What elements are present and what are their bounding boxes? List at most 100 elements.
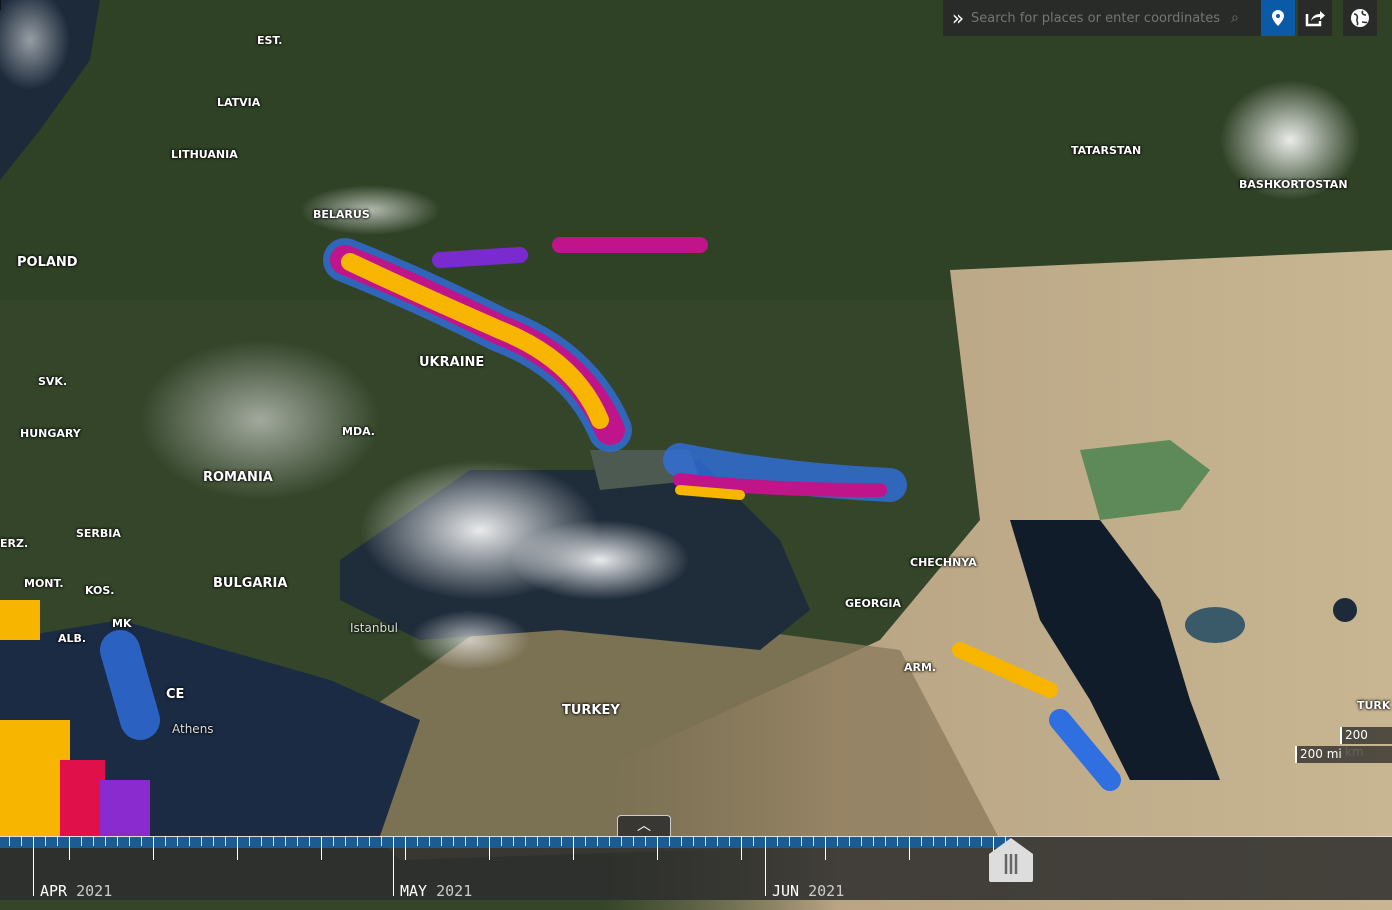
timeline-tick (345, 836, 346, 846)
magnifier-icon[interactable]: ⌕ (1231, 10, 1239, 26)
timeline-tick (285, 836, 286, 846)
timeline-tick (453, 836, 454, 846)
timeline-tick (177, 836, 178, 846)
map-label: MK (112, 617, 132, 630)
map-label: TURKEY (562, 703, 620, 718)
timeline-tick (897, 836, 898, 846)
search-input[interactable] (971, 10, 1231, 26)
timeline-tick (441, 836, 442, 846)
scale-bar-km: 200 km (1340, 727, 1392, 759)
timeline-tick (633, 836, 634, 846)
timeline-tick (105, 836, 106, 846)
timeline-tick (357, 836, 358, 846)
timeline-tick (489, 836, 490, 860)
timeline-tick (33, 836, 34, 896)
map-label: ROMANIA (203, 470, 273, 485)
timeline-tick (417, 836, 418, 846)
map-label: BELARUS (313, 208, 370, 221)
map-label: ERZ. (0, 537, 29, 550)
globe-icon (1351, 9, 1369, 27)
timeline-tick (153, 836, 154, 860)
timeline-tick (933, 836, 934, 846)
timeline-tick (837, 836, 838, 846)
scale-bar-mi: 200 mi (1295, 746, 1392, 763)
search-bar: » ⌕ (943, 0, 1261, 36)
map-label: BULGARIA (213, 576, 288, 591)
map-label: KOS. (85, 584, 115, 597)
timeline-tick (789, 836, 790, 846)
map-label: LITHUANIA (171, 148, 238, 161)
map-label: BASHKORTOSTAN (1239, 178, 1348, 191)
timeline-tick (9, 836, 10, 846)
timeline-tick (429, 836, 430, 846)
timeline-tick (681, 836, 682, 846)
timeline-tick (369, 836, 370, 846)
map-label: MDA. (342, 425, 375, 438)
timeline-tick (189, 836, 190, 846)
map-label: UKRAINE (419, 355, 485, 370)
projection-button[interactable] (1343, 0, 1377, 36)
timeline-tick (741, 836, 742, 860)
timeline-tick (57, 836, 58, 846)
timeline-tick (129, 836, 130, 846)
double-chevron-right-icon[interactable]: » (951, 6, 965, 30)
timeline-tick (237, 836, 238, 860)
timeline-tick (213, 836, 214, 846)
timeline-tick (381, 836, 382, 846)
timeline-handle[interactable] (989, 838, 1033, 882)
timeline-tick (825, 836, 826, 860)
map-label: TURK (1357, 699, 1391, 712)
month-label-apr[interactable]: APR 2021 (40, 882, 113, 900)
timeline-tick (753, 836, 754, 846)
timeline[interactable]: APR 2021 MAY 2021 JUN 2021 (0, 836, 1392, 900)
timeline-tick (957, 836, 958, 846)
share-button[interactable] (1298, 0, 1332, 36)
timeline-tick (201, 836, 202, 846)
location-button[interactable] (1261, 0, 1295, 36)
map-label: LATVIA (217, 96, 261, 109)
timeline-tick (657, 836, 658, 860)
timeline-tick (513, 836, 514, 846)
map-label: MONT. (24, 577, 64, 590)
timeline-tick (573, 836, 574, 860)
timeline-tick (561, 836, 562, 846)
timeline-tick (249, 836, 250, 846)
timeline-available-range[interactable] (0, 836, 1010, 848)
month-label-may[interactable]: MAY 2021 (400, 882, 473, 900)
timeline-tick (501, 836, 502, 846)
timeline-tick (873, 836, 874, 846)
timeline-tick (117, 836, 118, 846)
timeline-tick (849, 836, 850, 846)
map-label: ALB. (58, 632, 87, 645)
map-label: SERBIA (76, 527, 121, 540)
timeline-tick (333, 836, 334, 846)
map-label: CHECHNYA (910, 556, 977, 569)
timeline-tick (261, 836, 262, 846)
map-label: Istanbul (350, 621, 399, 635)
timeline-future-range (1010, 836, 1392, 837)
timeline-tick (549, 836, 550, 846)
timeline-tick (645, 836, 646, 846)
timeline-tick (765, 836, 766, 896)
timeline-tick (813, 836, 814, 846)
map-label: HUNGARY (20, 427, 81, 440)
timeline-tick (729, 836, 730, 846)
timeline-tick (45, 836, 46, 846)
timeline-tick (1005, 836, 1006, 846)
timeline-tick (69, 836, 70, 860)
timeline-tick (993, 836, 994, 860)
timeline-tick (585, 836, 586, 846)
timeline-tick (21, 836, 22, 846)
timeline-tick (321, 836, 322, 860)
timeline-tick (393, 836, 394, 896)
timeline-tick (609, 836, 610, 846)
timeline-expand-button[interactable]: ︿ (617, 815, 671, 836)
month-label-jun[interactable]: JUN 2021 (772, 882, 845, 900)
map-label: GEORGIA (845, 597, 901, 610)
timeline-tick (861, 836, 862, 846)
map-label: CE (166, 687, 185, 702)
timeline-tick (921, 836, 922, 846)
timeline-tick (465, 836, 466, 846)
